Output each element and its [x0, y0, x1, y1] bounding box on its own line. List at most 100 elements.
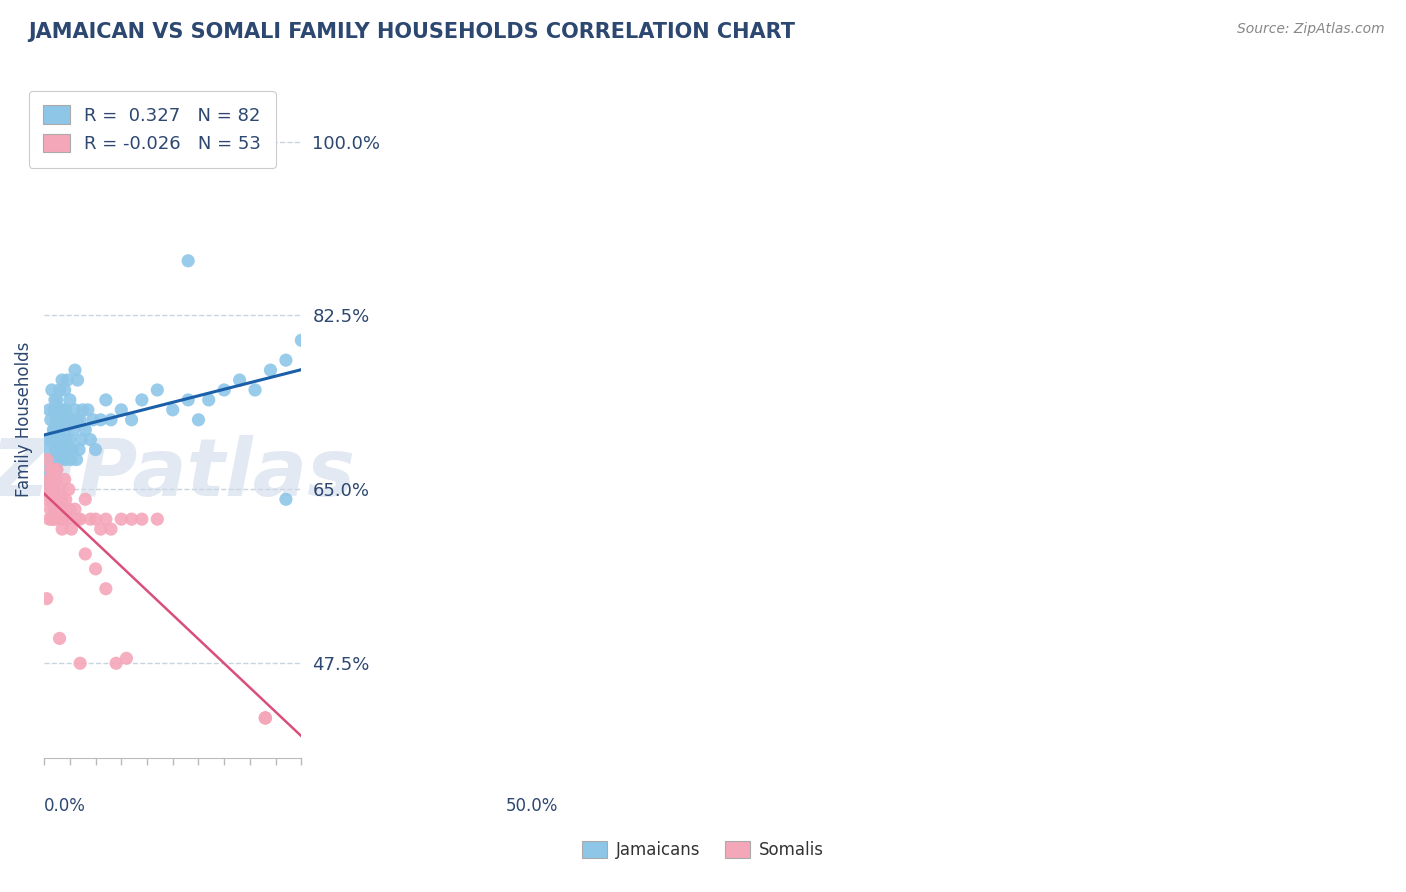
- Point: [90, 413, 112, 427]
- Point: [56, 512, 79, 526]
- Point: [56, 373, 79, 387]
- Point: [44, 492, 66, 507]
- Point: [42, 423, 65, 437]
- Point: [42, 512, 65, 526]
- Point: [110, 512, 132, 526]
- Point: [187, 413, 209, 427]
- Point: [46, 502, 69, 516]
- Text: Source: ZipAtlas.com: Source: ZipAtlas.com: [1237, 22, 1385, 37]
- Point: [84, 442, 107, 457]
- Point: [75, 547, 97, 561]
- Point: [48, 483, 70, 497]
- Point: [46, 492, 69, 507]
- Point: [55, 433, 77, 447]
- Point: [44, 442, 66, 457]
- Point: [94, 392, 117, 407]
- Point: [65, 452, 87, 467]
- Point: [37, 452, 59, 467]
- Point: [94, 582, 117, 596]
- Point: [35, 591, 58, 606]
- Point: [66, 373, 89, 387]
- Point: [59, 502, 82, 516]
- Point: [46, 462, 69, 476]
- Point: [84, 512, 107, 526]
- Point: [115, 651, 138, 665]
- Point: [63, 402, 86, 417]
- Point: [75, 423, 97, 437]
- Point: [254, 711, 277, 725]
- Point: [48, 383, 70, 397]
- Point: [82, 413, 104, 427]
- Point: [105, 657, 128, 671]
- Text: 50.0%: 50.0%: [506, 797, 558, 814]
- Point: [60, 442, 83, 457]
- Point: [51, 492, 73, 507]
- Point: [76, 402, 98, 417]
- Point: [259, 363, 281, 377]
- Point: [69, 512, 91, 526]
- Point: [44, 462, 66, 476]
- Point: [62, 423, 84, 437]
- Point: [37, 462, 59, 476]
- Point: [46, 413, 69, 427]
- Point: [46, 452, 69, 467]
- Y-axis label: Family Households: Family Households: [15, 343, 32, 498]
- Point: [45, 462, 67, 476]
- Point: [53, 383, 76, 397]
- Point: [79, 433, 101, 447]
- Point: [121, 413, 143, 427]
- Text: 0.0%: 0.0%: [44, 797, 86, 814]
- Point: [44, 423, 66, 437]
- Point: [52, 512, 75, 526]
- Point: [177, 392, 200, 407]
- Point: [52, 442, 75, 457]
- Point: [53, 502, 76, 516]
- Point: [52, 433, 75, 447]
- Point: [197, 392, 219, 407]
- Point: [41, 433, 63, 447]
- Point: [72, 402, 94, 417]
- Point: [70, 433, 93, 447]
- Point: [274, 353, 297, 368]
- Point: [58, 483, 80, 497]
- Point: [90, 522, 112, 536]
- Point: [254, 711, 277, 725]
- Point: [59, 433, 82, 447]
- Text: JAMAICAN VS SOMALI FAMILY HOUSEHOLDS CORRELATION CHART: JAMAICAN VS SOMALI FAMILY HOUSEHOLDS COR…: [28, 22, 796, 42]
- Point: [35, 492, 58, 507]
- Point: [146, 383, 169, 397]
- Point: [53, 423, 76, 437]
- Point: [39, 452, 62, 467]
- Point: [41, 492, 63, 507]
- Point: [290, 333, 312, 347]
- Point: [49, 433, 72, 447]
- Point: [41, 383, 63, 397]
- Point: [63, 363, 86, 377]
- Point: [67, 442, 90, 457]
- Point: [42, 483, 65, 497]
- Point: [37, 483, 59, 497]
- Point: [53, 452, 76, 467]
- Point: [38, 472, 60, 486]
- Point: [41, 472, 63, 486]
- Point: [39, 483, 62, 497]
- Point: [100, 413, 122, 427]
- Point: [243, 383, 266, 397]
- Point: [41, 512, 63, 526]
- Point: [48, 512, 70, 526]
- Point: [42, 402, 65, 417]
- Point: [60, 413, 83, 427]
- Point: [44, 512, 66, 526]
- Point: [46, 392, 69, 407]
- Point: [121, 512, 143, 526]
- Point: [51, 413, 73, 427]
- Point: [66, 512, 89, 526]
- Point: [94, 512, 117, 526]
- Point: [45, 413, 67, 427]
- Point: [37, 442, 59, 457]
- Point: [39, 462, 62, 476]
- Point: [84, 562, 107, 576]
- Point: [42, 462, 65, 476]
- Point: [131, 512, 153, 526]
- Point: [38, 402, 60, 417]
